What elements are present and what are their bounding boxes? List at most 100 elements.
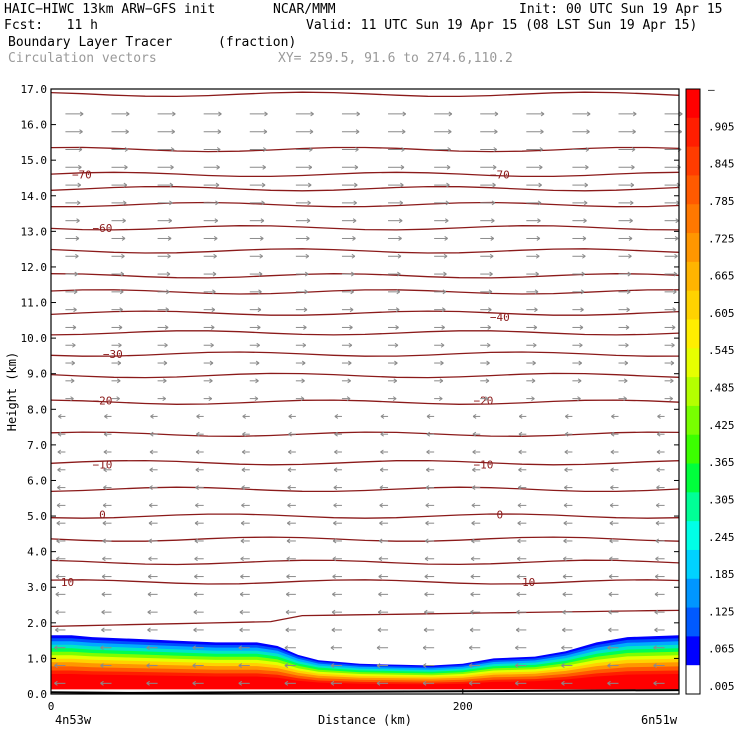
wind-vector <box>516 574 527 579</box>
x-start-location: 4n53w <box>55 713 92 727</box>
wind-vector <box>563 502 573 508</box>
colorbar-swatch <box>686 319 700 349</box>
terrain-line <box>50 689 680 694</box>
wind-vector <box>388 111 407 117</box>
wind-vector <box>434 253 448 259</box>
wind-vector <box>434 378 444 384</box>
wind-vector <box>516 591 527 597</box>
colorbar: – .905 .845 .785 .725 .665 .605 .545 .485 .425 .36… <box>685 83 735 695</box>
wind-vector <box>618 360 629 366</box>
wind-vector <box>470 574 481 579</box>
wind-vector <box>664 360 675 366</box>
wind-vector <box>101 609 112 615</box>
overlay-name: Circulation vectors <box>8 51 157 66</box>
wind-vector <box>424 574 435 579</box>
colorbar-swatch <box>686 434 700 465</box>
wind-vector <box>157 342 168 348</box>
isotherm-label: 0 <box>99 508 106 521</box>
wind-vector <box>194 538 204 544</box>
isotherm-label: 10 <box>61 576 74 589</box>
isotherm-line <box>50 609 680 628</box>
x-tick-label: 0 <box>48 700 55 713</box>
colorbar-label: .425 <box>708 419 735 432</box>
wind-vector <box>379 485 389 491</box>
wind-vector <box>618 342 629 348</box>
wind-vector <box>287 502 296 508</box>
y-tick-label: 13.0 <box>21 225 48 238</box>
wind-vector <box>472 467 481 473</box>
wind-vector <box>618 236 633 241</box>
colorbar-label: .785 <box>708 195 735 208</box>
wind-vector <box>434 200 450 206</box>
colorbar-label: .725 <box>708 232 735 245</box>
x-end-location: 6n51w <box>641 713 678 727</box>
wind-vector <box>249 147 267 152</box>
colorbar-label: .485 <box>708 382 735 395</box>
wind-vector <box>285 609 296 615</box>
wind-vector <box>330 645 342 651</box>
wind-vector <box>100 680 112 686</box>
wind-vector <box>618 129 636 135</box>
wind-vector <box>526 360 536 366</box>
wind-vector <box>157 147 175 152</box>
wind-vector <box>388 129 406 135</box>
isotherm-label: −70 <box>72 168 92 181</box>
wind-vector <box>146 663 158 668</box>
wind-vector <box>480 325 492 330</box>
wind-vector <box>146 680 158 686</box>
wind-vector <box>434 325 445 330</box>
isotherm-label: −40 <box>490 311 510 324</box>
wind-vector <box>434 218 449 224</box>
wind-vector <box>472 431 481 437</box>
wind-vector <box>425 538 435 544</box>
wind-vector <box>195 449 204 455</box>
wind-vector <box>480 360 490 366</box>
colorbar-swatch <box>686 636 700 666</box>
wind-vector <box>471 485 481 491</box>
y-tick-label: 16.0 <box>21 119 48 132</box>
wind-vector <box>193 591 204 597</box>
wind-vector <box>572 129 590 135</box>
wind-vector <box>101 591 112 597</box>
y-tick-label: 4.0 <box>27 546 47 559</box>
y-tick-label: 8.0 <box>27 403 47 416</box>
wind-vector <box>434 129 452 135</box>
wind-vector <box>468 663 481 668</box>
wind-vector <box>526 289 539 295</box>
wind-vector <box>468 680 481 686</box>
wind-vector <box>388 360 398 366</box>
model-title: HAIC−HIWC 13km ARW−GFS init <box>4 2 216 17</box>
wind-vector <box>56 556 66 562</box>
wind-vector <box>618 147 636 152</box>
wind-vector <box>157 200 173 206</box>
wind-vector <box>111 147 129 152</box>
wind-vector <box>655 502 665 508</box>
wind-vector <box>203 396 213 402</box>
wind-vector <box>480 164 497 170</box>
wind-vector <box>526 342 537 348</box>
wind-vector <box>65 236 80 241</box>
wind-vector <box>192 680 204 686</box>
wind-vector <box>295 325 307 330</box>
colorbar-swatch <box>686 665 700 695</box>
wind-vector <box>388 307 400 313</box>
isotherm-line <box>50 171 680 178</box>
wind-vector <box>111 360 122 366</box>
wind-vector <box>111 164 128 170</box>
wind-vector <box>102 556 112 562</box>
wind-vector <box>55 591 66 597</box>
wind-vector <box>102 502 112 508</box>
wind-vector <box>148 556 158 562</box>
colorbar-swatch <box>686 348 700 378</box>
wind-vector <box>380 431 389 437</box>
wind-vector <box>664 342 675 348</box>
wind-vector <box>378 538 389 544</box>
wind-vector <box>377 609 389 615</box>
wind-vector <box>572 218 587 224</box>
isotherm-line <box>50 289 680 295</box>
wind-vector <box>341 289 354 295</box>
wind-vector <box>249 129 268 135</box>
wind-vector <box>664 200 680 206</box>
wind-vector <box>203 218 219 224</box>
wind-vector <box>422 663 435 668</box>
